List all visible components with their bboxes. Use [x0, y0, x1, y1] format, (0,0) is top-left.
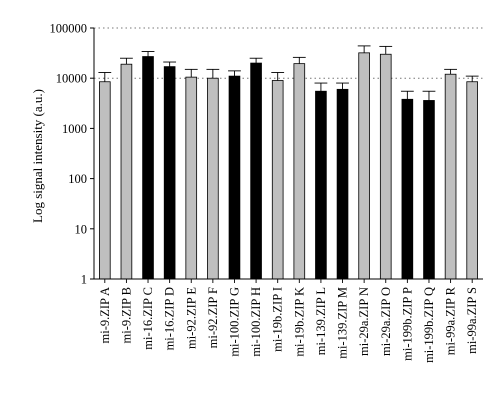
x-tick-label: mi-16.ZIP D [163, 287, 177, 350]
x-tick-label: mi-100.ZIP G [227, 287, 241, 357]
x-tick-label: mi-139.ZIP M [336, 287, 350, 359]
x-tick-label: mi-139.ZIP L [314, 287, 328, 355]
bar [401, 98, 414, 280]
bar [120, 63, 133, 280]
x-tick-label: mi-99a.ZIP R [444, 286, 458, 355]
x-tick-label: mi-92.ZIP E [184, 287, 198, 349]
x-tick-label: mi-9.ZIP A [98, 287, 112, 343]
x-tick-label: mi-199b.ZIP P [400, 287, 414, 361]
bar [250, 62, 262, 280]
bar [163, 66, 176, 280]
x-tick-label: mi-29a.ZIP O [379, 287, 393, 356]
bar [444, 73, 457, 280]
x-tick-label: mi-9.ZIP B [119, 287, 133, 343]
bar [228, 75, 241, 280]
x-tick-label: mi-92.ZIP F [206, 287, 220, 348]
bar [99, 81, 111, 280]
x-tick-label: mi-29a.ZIP N [357, 287, 371, 356]
x-tick-label: mi-19b.ZIP K [292, 287, 306, 357]
y-tick-label: 10000 [56, 72, 87, 86]
y-tick-label: 10 [75, 222, 88, 236]
bar [358, 52, 370, 280]
x-tick-label: mi-199b.ZIP Q [422, 287, 436, 363]
bar [379, 53, 392, 280]
bar [336, 88, 349, 280]
x-tick-label: mi-16.ZIP C [141, 287, 155, 350]
y-tick-label: 1000 [62, 122, 87, 136]
bar [423, 100, 435, 280]
x-tick-label: mi-19b.ZIP I [271, 287, 285, 352]
y-axis-title: Log signal intensity (a.u.) [30, 89, 45, 223]
x-tick-label: mi-100.ZIP H [249, 287, 263, 357]
y-tick-label: 100000 [50, 22, 88, 36]
y-tick-label: 100 [68, 172, 87, 186]
bar [315, 90, 327, 280]
bar [293, 63, 306, 280]
bar [207, 77, 219, 280]
x-tick-label: mi-99a.ZIP S [465, 287, 479, 354]
bar [271, 80, 284, 280]
bar [142, 56, 154, 280]
bar [185, 76, 198, 280]
bar [466, 81, 478, 280]
y-tick-label: 1 [81, 273, 87, 287]
